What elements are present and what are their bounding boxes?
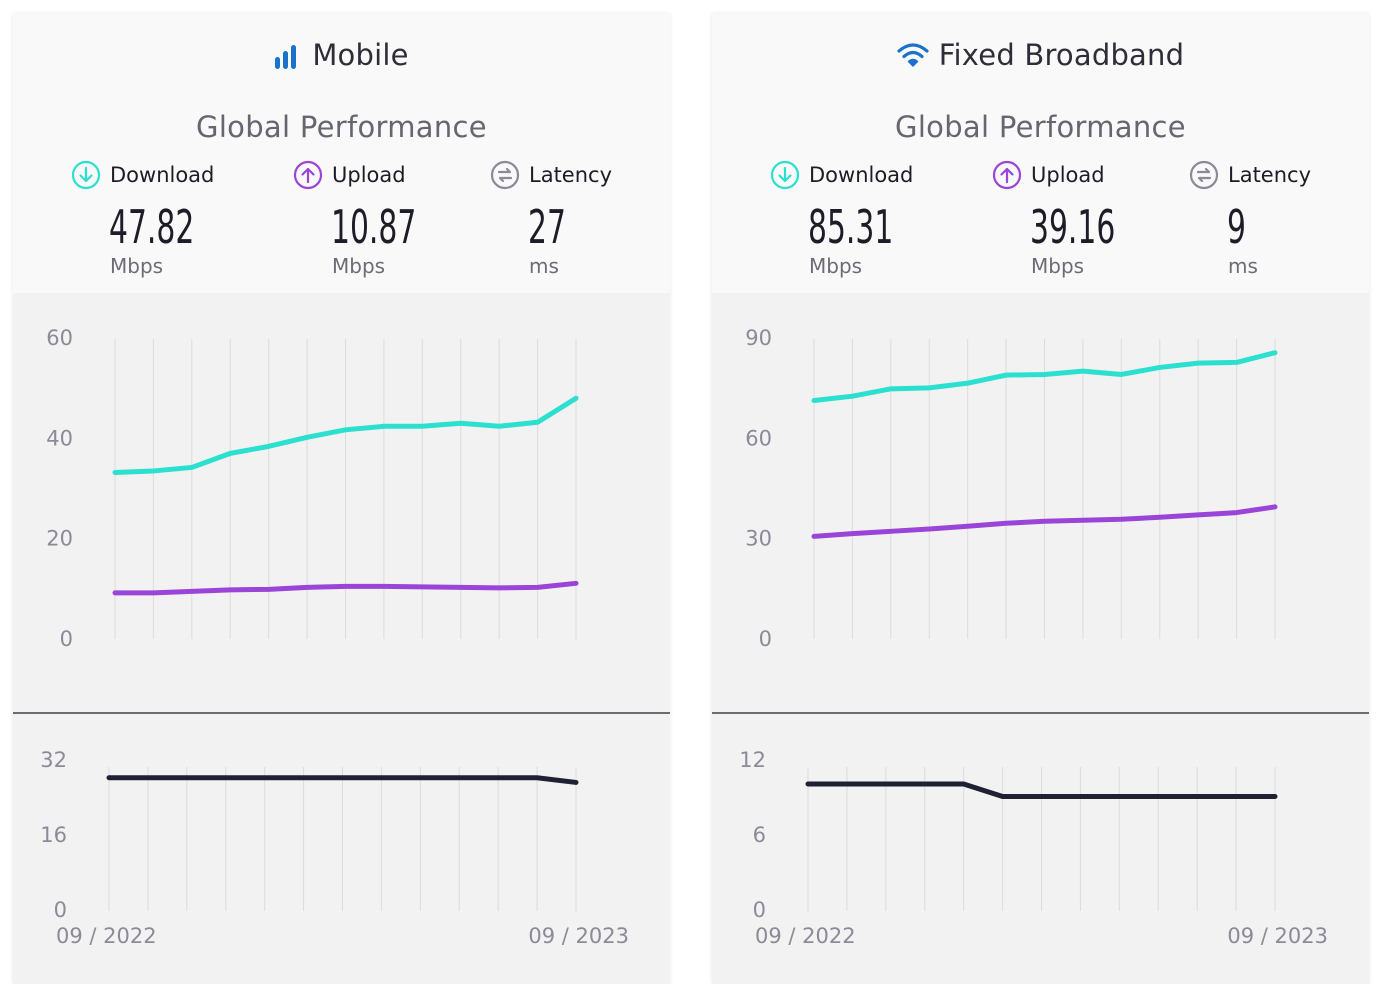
y-tick-label: 32 — [40, 748, 67, 772]
download-unit: Mbps — [110, 254, 164, 278]
panel-title-text: Mobile — [312, 38, 409, 72]
download-unit: Mbps — [809, 254, 863, 278]
mobile-panel: Mobile Global Performance Download 47.82… — [13, 14, 670, 984]
latency-unit: ms — [529, 254, 559, 278]
latency-icon — [1189, 160, 1219, 190]
upload-metric: Upload 10.87 Mbps — [293, 160, 416, 278]
cell-signal-icon — [275, 45, 297, 69]
latency-label: Latency — [1228, 163, 1312, 187]
download-arrow-icon — [71, 160, 101, 190]
upload-line — [112, 580, 579, 596]
upload-value: 10.87 — [331, 200, 417, 254]
latency-icon — [490, 160, 520, 190]
panel-title: Mobile — [13, 38, 670, 72]
upload-unit: Mbps — [332, 254, 386, 278]
upload-label: Upload — [1031, 163, 1105, 187]
y-tick-label: 12 — [739, 748, 766, 772]
upload-arrow-icon — [293, 160, 323, 190]
download-value: 85.31 — [808, 200, 894, 254]
upload-label: Upload — [332, 163, 406, 187]
panel-header: Mobile Global Performance Download 47.82… — [13, 14, 670, 293]
upload-metric: Upload 39.16 Mbps — [992, 160, 1115, 278]
x-tick-label: 09 / 2022 — [755, 924, 856, 948]
y-tick-label: 0 — [753, 898, 766, 922]
panel-title-text: Fixed Broadband — [938, 38, 1185, 72]
fixed-broadband-panel: Fixed Broadband Global Performance Downl… — [712, 14, 1369, 984]
latency-value: 27 — [528, 200, 566, 254]
x-tick-label: 09 / 2022 — [56, 924, 157, 948]
y-tick-label: 6 — [753, 823, 766, 847]
latency-metric: Latency 27 ms — [490, 160, 613, 278]
download-line — [112, 395, 579, 475]
download-arrow-icon — [770, 160, 800, 190]
y-tick-label: 0 — [54, 898, 67, 922]
y-tick-label: 16 — [40, 823, 67, 847]
y-tick-label: 90 — [745, 326, 772, 350]
x-tick-label: 09 / 2023 — [1227, 924, 1328, 948]
y-tick-label: 20 — [46, 527, 73, 551]
download-line — [811, 350, 1278, 404]
section-title: Global Performance — [895, 110, 1186, 144]
y-tick-label: 0 — [60, 627, 73, 651]
wifi-icon — [897, 43, 929, 67]
y-tick-label: 30 — [745, 527, 772, 551]
download-label: Download — [809, 163, 914, 187]
download-label: Download — [110, 163, 215, 187]
y-tick-label: 60 — [46, 326, 73, 350]
latency-label: Latency — [529, 163, 613, 187]
section-title: Global Performance — [196, 110, 487, 144]
upload-value: 39.16 — [1030, 200, 1116, 254]
y-tick-label: 60 — [745, 426, 772, 450]
upload-unit: Mbps — [1031, 254, 1085, 278]
download-metric: Download 47.82 Mbps — [71, 160, 215, 278]
x-tick-label: 09 / 2023 — [528, 924, 629, 948]
upload-arrow-icon — [992, 160, 1022, 190]
panel-title: Fixed Broadband — [712, 38, 1369, 72]
upload-line — [811, 504, 1278, 539]
latency-line — [805, 781, 1278, 799]
latency-metric: Latency 9 ms — [1189, 160, 1312, 278]
download-value: 47.82 — [109, 200, 195, 254]
download-metric: Download 85.31 Mbps — [770, 160, 914, 278]
latency-line — [106, 775, 579, 785]
latency-value: 9 — [1227, 200, 1246, 254]
y-tick-label: 0 — [759, 627, 772, 651]
panel-header: Fixed Broadband Global Performance Downl… — [712, 14, 1369, 293]
y-tick-label: 40 — [46, 426, 73, 450]
latency-unit: ms — [1228, 254, 1258, 278]
